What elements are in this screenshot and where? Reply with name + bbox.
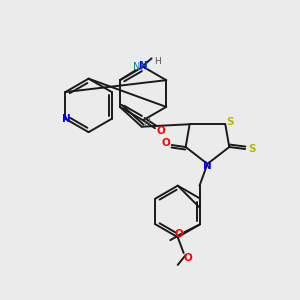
Text: S: S (226, 117, 234, 127)
Text: NH: NH (133, 62, 148, 72)
Text: N: N (139, 61, 147, 71)
Text: S: S (248, 144, 256, 154)
Text: O: O (161, 138, 170, 148)
Text: O: O (157, 126, 165, 136)
Text: O: O (183, 253, 192, 263)
Text: N: N (203, 161, 212, 171)
Text: O: O (175, 229, 184, 239)
Text: H: H (154, 57, 161, 66)
Text: H: H (143, 118, 150, 127)
Text: N: N (62, 114, 71, 124)
